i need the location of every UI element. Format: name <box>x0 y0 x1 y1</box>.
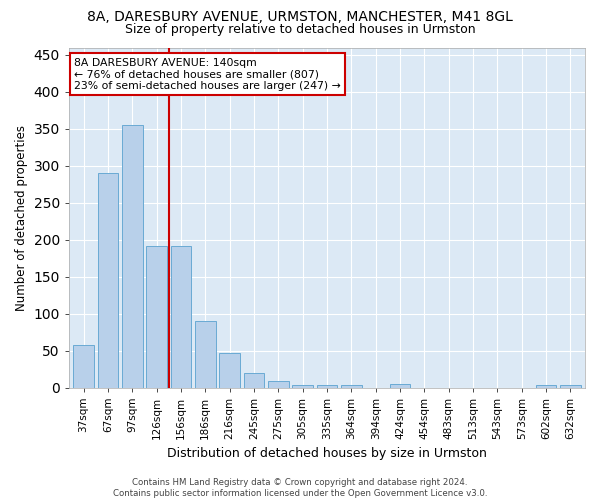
Bar <box>268 381 289 388</box>
Bar <box>341 384 362 388</box>
Y-axis label: Number of detached properties: Number of detached properties <box>15 124 28 310</box>
Bar <box>73 344 94 388</box>
Bar <box>560 384 581 388</box>
Text: Size of property relative to detached houses in Urmston: Size of property relative to detached ho… <box>125 22 475 36</box>
Bar <box>98 173 118 388</box>
Text: 8A DARESBURY AVENUE: 140sqm
← 76% of detached houses are smaller (807)
23% of se: 8A DARESBURY AVENUE: 140sqm ← 76% of det… <box>74 58 341 91</box>
Text: 8A, DARESBURY AVENUE, URMSTON, MANCHESTER, M41 8GL: 8A, DARESBURY AVENUE, URMSTON, MANCHESTE… <box>87 10 513 24</box>
Bar <box>317 384 337 388</box>
Bar <box>244 372 264 388</box>
Bar <box>536 384 556 388</box>
Bar <box>170 246 191 388</box>
Text: Contains HM Land Registry data © Crown copyright and database right 2024.
Contai: Contains HM Land Registry data © Crown c… <box>113 478 487 498</box>
Bar <box>122 125 143 388</box>
Bar <box>219 353 240 388</box>
Bar <box>292 384 313 388</box>
Bar <box>146 246 167 388</box>
Bar <box>389 384 410 388</box>
X-axis label: Distribution of detached houses by size in Urmston: Distribution of detached houses by size … <box>167 447 487 460</box>
Bar <box>195 321 215 388</box>
